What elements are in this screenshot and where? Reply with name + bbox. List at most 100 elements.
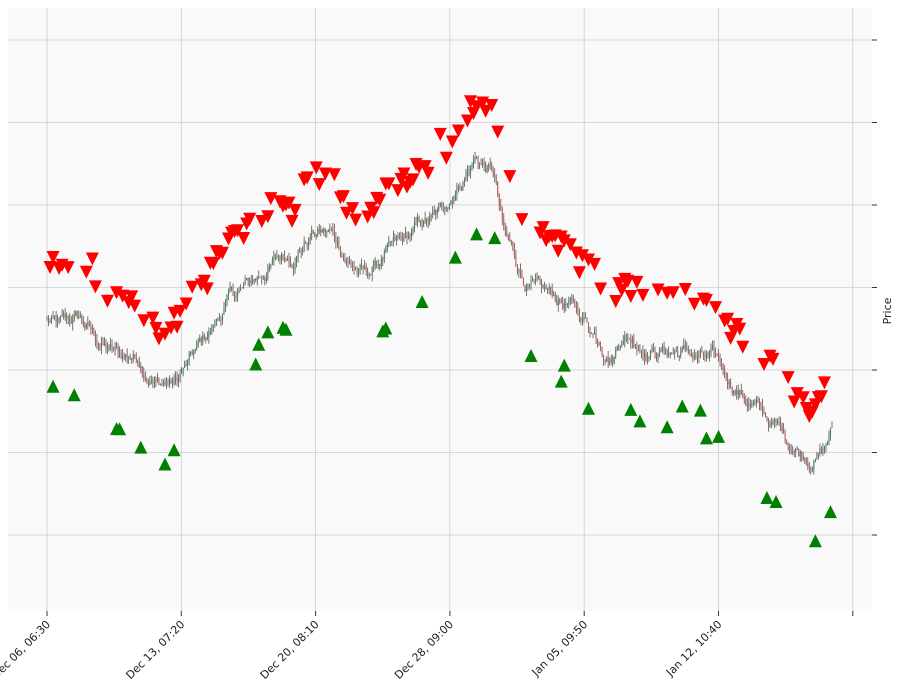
candle-body <box>256 276 258 281</box>
sell-marker <box>536 221 550 235</box>
sell-marker <box>179 297 193 311</box>
candle-body <box>295 257 298 263</box>
candle-body <box>637 349 639 351</box>
candle-body <box>123 355 125 357</box>
candle-body <box>85 324 87 328</box>
candle-body <box>327 229 329 232</box>
candle-body <box>746 403 748 406</box>
candle-body <box>506 230 508 235</box>
candle-body <box>75 311 77 316</box>
candle-body <box>533 280 535 282</box>
sell-marker <box>101 294 115 308</box>
buy-marker <box>113 422 127 436</box>
buy-marker <box>675 399 689 413</box>
candle-body <box>674 351 676 354</box>
candle-body <box>829 427 832 436</box>
candle-body <box>792 452 794 453</box>
candle-body <box>389 241 391 243</box>
candle-body <box>55 316 57 322</box>
candle-body <box>811 469 813 471</box>
candle-body <box>230 286 233 290</box>
candle-body <box>518 269 520 272</box>
y-axis-ticks <box>872 39 877 536</box>
buy-marker <box>415 295 429 309</box>
candle-body <box>609 362 611 363</box>
candle-body <box>158 378 160 385</box>
candle-body <box>654 351 656 357</box>
candle-body <box>146 379 148 382</box>
candle-body <box>816 453 818 460</box>
candle-body <box>805 463 807 465</box>
candle-body <box>385 249 387 253</box>
candle-body <box>757 399 759 401</box>
candle-body <box>627 335 629 339</box>
sell-marker <box>312 178 326 192</box>
sell-marker <box>285 214 299 228</box>
candle-body <box>649 351 652 357</box>
candle-body <box>583 317 585 321</box>
sell-marker <box>146 311 160 325</box>
candle-body <box>719 360 721 364</box>
candle-body <box>255 279 257 281</box>
candle-body <box>291 265 293 268</box>
candle-body <box>657 353 659 359</box>
candle-body <box>722 367 724 370</box>
sell-marker <box>445 135 459 149</box>
candle-body <box>714 353 717 355</box>
sell-marker <box>185 280 199 294</box>
price-series <box>46 151 833 475</box>
candle-body <box>519 269 522 274</box>
candle-body <box>677 351 679 358</box>
sell-marker <box>563 238 577 252</box>
sell-marker <box>621 274 635 288</box>
candle-body <box>660 349 662 352</box>
candle-body <box>326 231 328 233</box>
sell-marker <box>85 252 99 266</box>
candle-body <box>557 299 559 306</box>
candle-body <box>215 318 218 320</box>
candle-body <box>317 229 319 235</box>
sell-marker <box>551 244 565 258</box>
sell-marker <box>173 304 187 318</box>
candle-body <box>565 303 567 306</box>
candle-body <box>141 366 143 374</box>
sell-marker <box>733 322 747 336</box>
candle-body <box>450 200 452 205</box>
sell-marker <box>678 282 692 296</box>
candle-body <box>233 294 236 298</box>
candle-body <box>495 176 497 183</box>
candle-body <box>666 353 668 356</box>
candle-body <box>534 279 537 281</box>
candle-body <box>730 381 732 387</box>
candle-body <box>203 335 205 339</box>
candle-body <box>424 217 426 222</box>
candle-body <box>796 449 798 450</box>
candle-body <box>672 353 674 355</box>
candle-body <box>432 212 434 215</box>
candle-body <box>159 383 162 385</box>
candle-body <box>436 210 438 215</box>
buy-marker <box>158 457 172 471</box>
candle-body <box>409 235 411 237</box>
sell-marker <box>158 327 172 341</box>
candle-body <box>510 240 512 243</box>
x-tick-label: Dec 28, 09:00 <box>392 618 456 682</box>
candle-body <box>701 350 703 353</box>
candle-body <box>357 268 360 273</box>
candle-body <box>72 319 74 324</box>
candle-body <box>749 403 751 406</box>
candle-body <box>675 351 677 353</box>
sell-marker <box>790 387 804 401</box>
x-tick-label: Dec 13, 07:20 <box>123 618 187 682</box>
candle-body <box>571 297 573 299</box>
candle-body <box>421 224 423 227</box>
candle-body <box>462 182 464 190</box>
candle-body <box>386 244 388 250</box>
x-axis-ticks: Dec 06, 06:30 Dec 13, 07:20 Dec 20, 08:10 D… <box>0 611 854 682</box>
candle-body <box>279 256 281 261</box>
candle-body <box>217 317 219 319</box>
candle-body <box>554 295 556 301</box>
buy-marker <box>167 443 181 457</box>
candle-body <box>781 427 783 431</box>
candle-body <box>621 344 623 347</box>
